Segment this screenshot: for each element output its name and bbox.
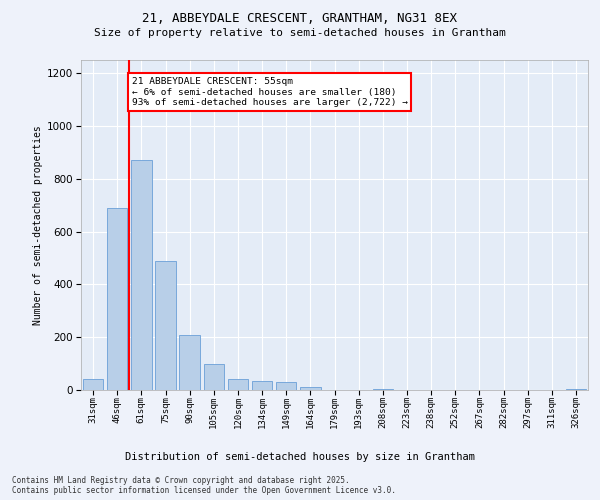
Bar (131, 160, 152, 390)
Bar (566, 389, 586, 390)
Text: 21, ABBEYDALE CRESCENT, GRANTHAM, NG31 8EX: 21, ABBEYDALE CRESCENT, GRANTHAM, NG31 8… (143, 12, 458, 26)
Text: Size of property relative to semi-detached houses in Grantham: Size of property relative to semi-detach… (94, 28, 506, 38)
Bar (252, 381, 272, 390)
Text: Distribution of semi-detached houses by size in Grantham: Distribution of semi-detached houses by … (125, 452, 475, 462)
Bar (107, 208, 127, 390)
Bar (83, 380, 103, 390)
Bar (203, 364, 224, 390)
Bar (179, 334, 200, 390)
Bar (373, 388, 393, 390)
Bar (276, 382, 296, 390)
Y-axis label: Number of semi-detached properties: Number of semi-detached properties (33, 125, 43, 325)
Text: Contains HM Land Registry data © Crown copyright and database right 2025.
Contai: Contains HM Land Registry data © Crown c… (12, 476, 396, 495)
Bar (300, 388, 320, 390)
Bar (155, 260, 176, 390)
Bar (227, 380, 248, 390)
Text: 21 ABBEYDALE CRESCENT: 55sqm
← 6% of semi-detached houses are smaller (180)
93% : 21 ABBEYDALE CRESCENT: 55sqm ← 6% of sem… (132, 77, 408, 107)
